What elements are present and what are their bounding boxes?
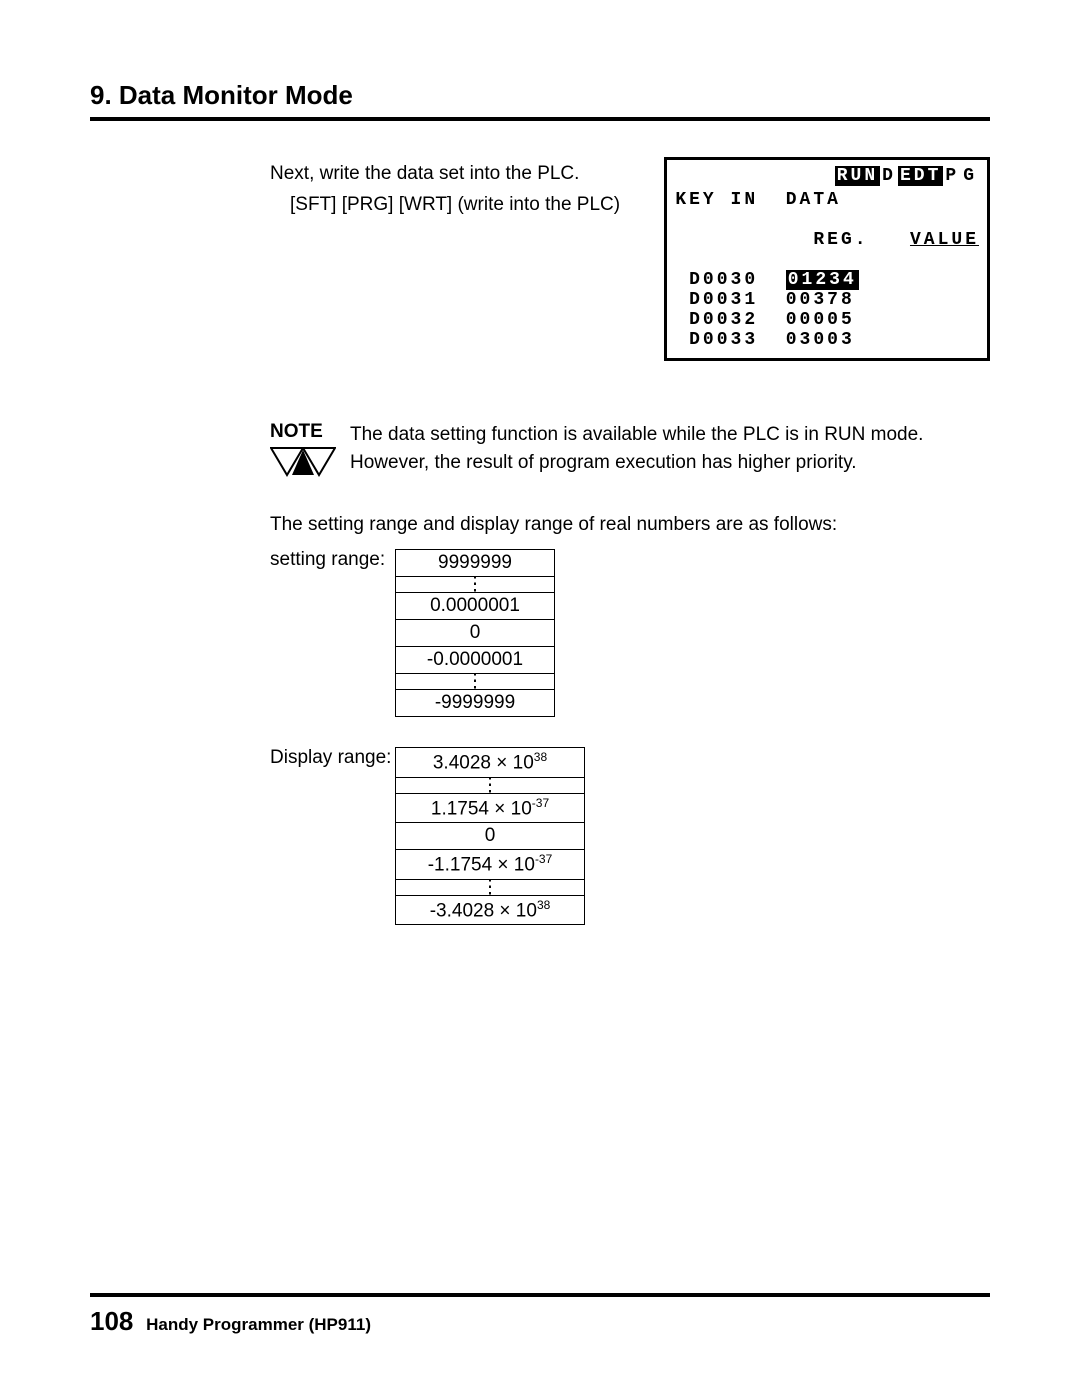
lcd-data-row: D0031 00378	[675, 290, 979, 310]
setting-range-cell: ⋮	[396, 576, 555, 592]
display-range-cell: 0	[396, 823, 585, 850]
section-title: 9. Data Monitor Mode	[90, 80, 990, 121]
lcd-display: RUNDEDTPG KEY IN DATA REG. VALUE D0030 0…	[664, 157, 990, 361]
lcd-mode-row: RUNDEDTPG	[675, 166, 979, 186]
lcd-mode-run: RUN	[835, 166, 880, 186]
display-range-cell: ⋮	[396, 777, 585, 793]
setting-range-table: 9999999⋮0.00000010-0.0000001⋮-9999999	[395, 549, 555, 718]
lcd-mode-edt: EDT	[898, 166, 943, 186]
display-range-cell: -1.1754 × 10-37	[396, 850, 585, 879]
display-range-label: Display range:	[270, 747, 395, 769]
lcd-mode-p: P	[943, 166, 961, 186]
setting-range-cell: 9999999	[396, 549, 555, 576]
lcd-subheader-line: REG. VALUE	[675, 210, 979, 270]
setting-range-cell: -9999999	[396, 690, 555, 717]
page-number: 108	[90, 1306, 133, 1336]
note-label: NOTE	[270, 421, 350, 443]
setting-range-cell: 0.0000001	[396, 592, 555, 619]
footer-text: Handy Programmer (HP911)	[146, 1315, 371, 1334]
display-range-table: 3.4028 × 1038⋮1.1754 × 10-370-1.1754 × 1…	[395, 747, 585, 925]
display-range-cell: 3.4028 × 1038	[396, 748, 585, 777]
setting-range-cell: ⋮	[396, 673, 555, 689]
lcd-data-row: D0033 03003	[675, 330, 979, 350]
lcd-data-row: D0030 01234	[675, 270, 979, 290]
lcd-header-line: KEY IN DATA	[675, 190, 979, 210]
warning-icon	[270, 447, 336, 477]
lcd-data-row: D0032 00005	[675, 310, 979, 330]
note-text: The data setting function is available w…	[350, 421, 923, 476]
lcd-mode-d: D	[880, 166, 898, 186]
lcd-mode-g: G	[961, 166, 979, 186]
setting-range-cell: -0.0000001	[396, 646, 555, 673]
footer-rule	[90, 1293, 990, 1297]
setting-range-cell: 0	[396, 619, 555, 646]
display-range-cell: ⋮	[396, 879, 585, 895]
page-footer: 108 Handy Programmer (HP911)	[90, 1306, 371, 1337]
setting-range-label: setting range:	[270, 549, 395, 571]
display-range-cell: 1.1754 × 10-37	[396, 794, 585, 823]
range-intro: The setting range and display range of r…	[270, 512, 990, 539]
display-range-cell: -3.4028 × 1038	[396, 896, 585, 925]
